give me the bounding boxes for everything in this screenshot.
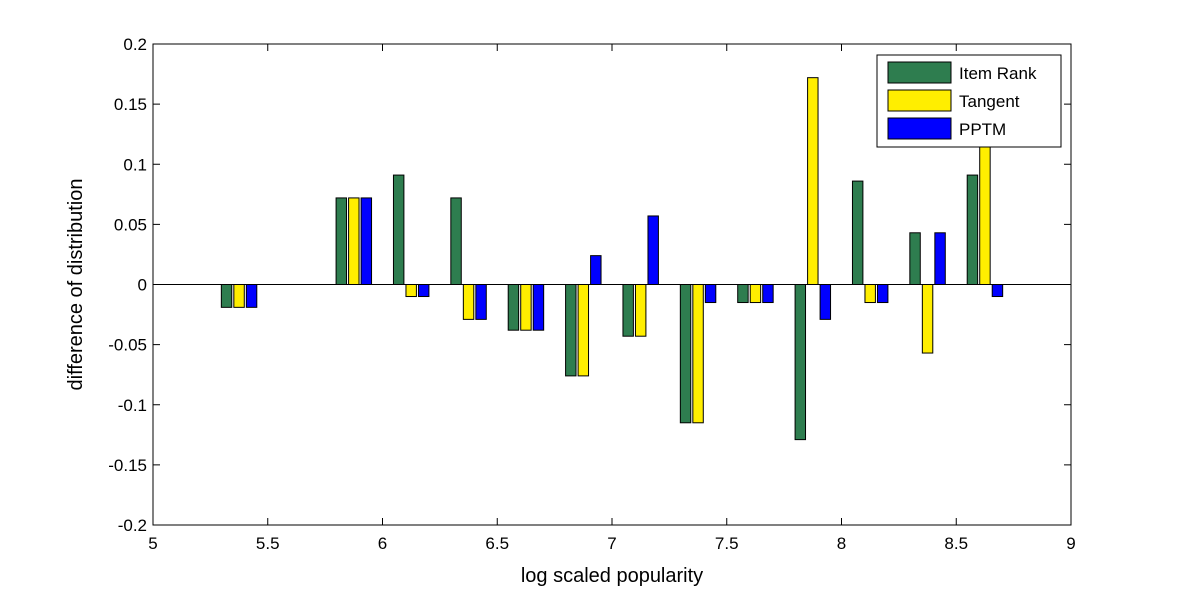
- bar-item-rank: [679, 284, 692, 424]
- bar-item-rank: [851, 180, 864, 286]
- bar-pptm: [704, 284, 717, 304]
- ticks-layer: 5 5.5 6 6.5 7 7.5 8 8.5 9 -0.2 -0.15 -0.1 -0.05 0 0.05…: [108, 35, 1075, 553]
- bar-item-rank: [220, 284, 233, 308]
- bar-pptm: [762, 284, 774, 304]
- legend-swatch: [887, 89, 952, 112]
- legend-swatch: [887, 117, 952, 140]
- x-tick-label: 5: [148, 534, 157, 553]
- y-tick-label: 0.1: [123, 155, 147, 174]
- bar-item-rank: [450, 197, 462, 285]
- bar-pptm: [475, 284, 487, 320]
- bar-item-rank: [335, 197, 348, 285]
- bar-item-rank: [966, 174, 979, 285]
- bar-pptm: [245, 284, 258, 308]
- bar-item-rank: [794, 284, 807, 441]
- bar-tangent: [692, 284, 704, 424]
- x-tick-label: 7: [607, 534, 616, 553]
- legend-swatch: [887, 61, 952, 84]
- x-tick-label: 5.5: [256, 534, 280, 553]
- y-tick-label: -0.15: [108, 456, 147, 475]
- y-tick-label: 0.15: [114, 95, 147, 114]
- y-tick-label: -0.05: [108, 336, 147, 355]
- bar-item-rank: [565, 284, 577, 377]
- bar-tangent: [634, 284, 647, 337]
- bar-pptm: [876, 284, 889, 304]
- bar-tangent: [921, 284, 934, 354]
- bar-pptm: [417, 284, 430, 298]
- bar-pptm: [819, 284, 832, 320]
- bar-pptm: [991, 284, 1004, 298]
- legend-label: PPTM: [959, 120, 1006, 139]
- bar-item-rank: [392, 174, 405, 285]
- bar-tangent: [462, 284, 475, 320]
- x-tick-label: 6.5: [485, 534, 509, 553]
- y-tick-label: -0.2: [118, 516, 147, 535]
- x-tick-label: 7.5: [715, 534, 739, 553]
- bar-pptm: [647, 215, 659, 286]
- x-tick-label: 8.5: [944, 534, 968, 553]
- x-tick-label: 8: [837, 534, 846, 553]
- bar-tangent: [807, 77, 819, 285]
- x-tick-label: 9: [1066, 534, 1075, 553]
- bar-pptm: [532, 284, 545, 331]
- y-tick-label: 0.2: [123, 35, 147, 54]
- bar-tangent: [405, 284, 417, 298]
- bar-tangent: [520, 284, 532, 331]
- x-tick-label: 6: [378, 534, 387, 553]
- bar-item-rank: [622, 284, 634, 337]
- y-tick-label: 0.05: [114, 215, 147, 234]
- legend-label: Item Rank: [959, 64, 1037, 83]
- bar-pptm: [590, 255, 602, 285]
- y-axis-label: difference of distribution: [65, 179, 87, 391]
- y-tick-label: 0: [138, 276, 147, 295]
- bar-tangent: [979, 140, 991, 285]
- bar-tangent: [749, 284, 762, 304]
- bar-item-rank: [507, 284, 520, 331]
- bar-pptm: [934, 232, 946, 285]
- legend-label: Tangent: [959, 92, 1020, 111]
- legend: Item Rank Tangent PPTM: [876, 54, 1062, 148]
- bar-tangent: [864, 284, 876, 304]
- bar-tangent: [233, 284, 245, 308]
- bar-tangent: [577, 284, 590, 377]
- bar-tangent: [348, 197, 360, 285]
- y-tick-label: -0.1: [118, 396, 147, 415]
- bar-item-rank: [909, 232, 921, 285]
- bar-item-rank: [737, 284, 749, 304]
- x-axis-label: log scaled popularity: [521, 565, 703, 587]
- bar-pptm: [360, 197, 373, 285]
